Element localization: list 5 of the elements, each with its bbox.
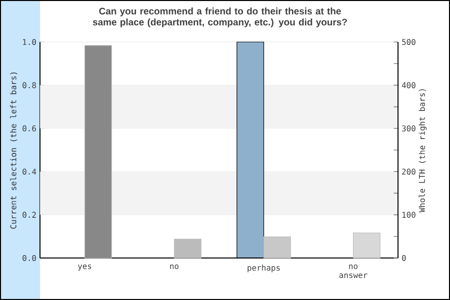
bar [84, 45, 112, 258]
chart-title: Can you recommend a friend to do their thesis at the same place (department, company, etc.) you did yours? [92, 8, 347, 28]
bar [263, 236, 291, 258]
bar [174, 238, 202, 258]
bar [352, 232, 380, 258]
